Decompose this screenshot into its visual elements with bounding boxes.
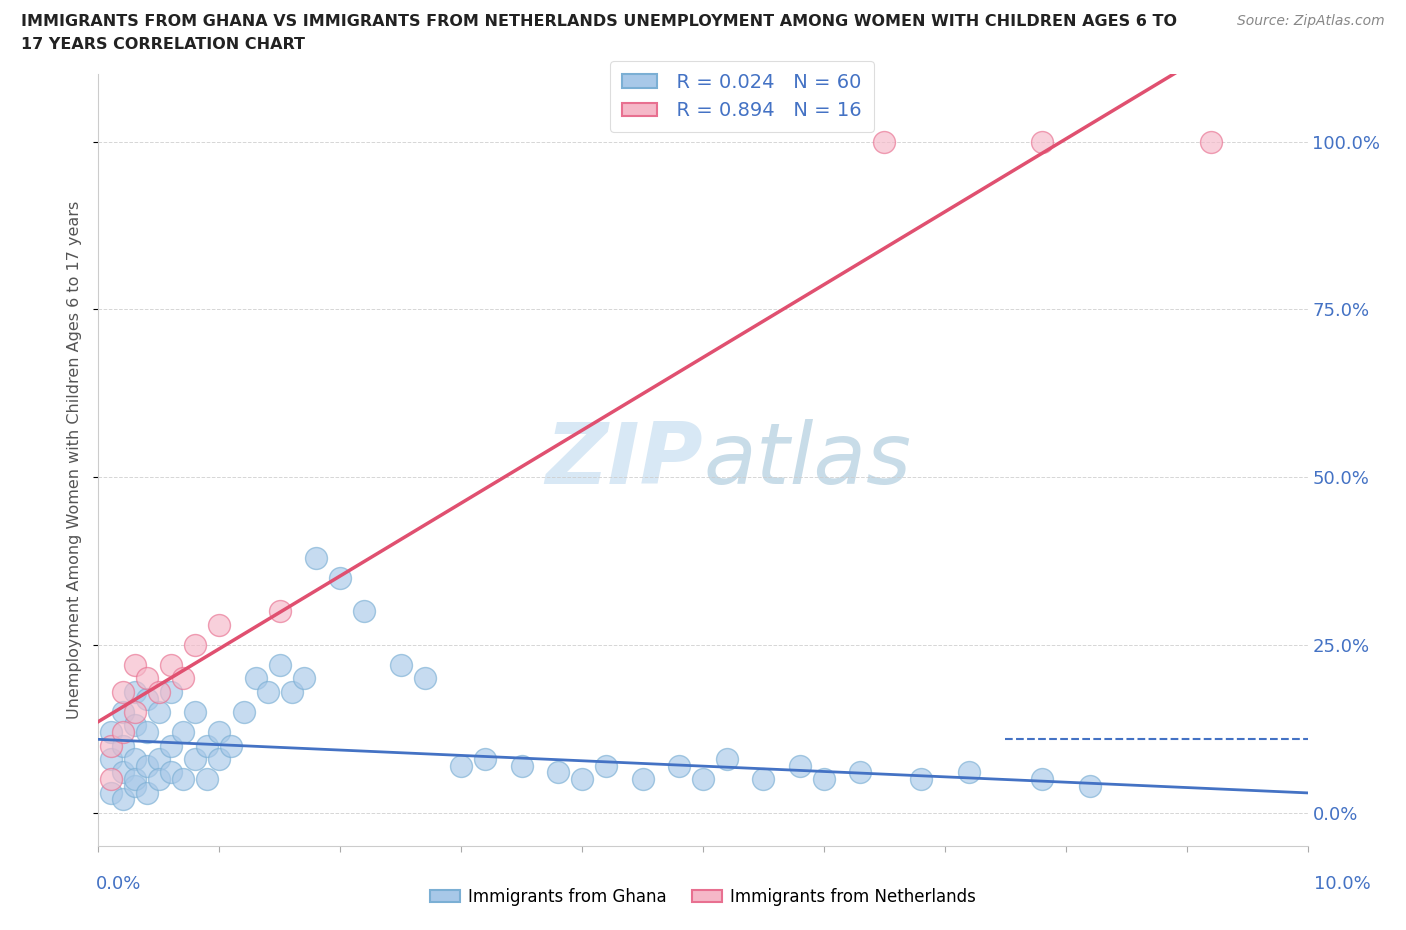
Point	[135, 785, 157, 800]
Point	[195, 738, 218, 753]
Point	[668, 758, 690, 773]
Point	[752, 772, 775, 787]
Point	[124, 778, 146, 793]
Text: 10.0%: 10.0%	[1315, 875, 1371, 893]
Point	[849, 765, 872, 780]
Point	[135, 724, 157, 739]
Point	[595, 758, 617, 773]
Text: 17 YEARS CORRELATION CHART: 17 YEARS CORRELATION CHART	[21, 37, 305, 52]
Point	[269, 658, 291, 672]
Point	[100, 724, 122, 739]
Point	[389, 658, 412, 672]
Point	[124, 705, 146, 720]
Point	[111, 724, 134, 739]
Point	[195, 772, 218, 787]
Point	[873, 134, 896, 149]
Point	[716, 751, 738, 766]
Point	[100, 738, 122, 753]
Point	[172, 772, 194, 787]
Point	[256, 684, 278, 699]
Point	[148, 772, 170, 787]
Point	[148, 684, 170, 699]
Point	[111, 738, 134, 753]
Point	[111, 684, 134, 699]
Text: Source: ZipAtlas.com: Source: ZipAtlas.com	[1237, 14, 1385, 28]
Point	[510, 758, 533, 773]
Point	[160, 684, 183, 699]
Point	[111, 765, 134, 780]
Point	[474, 751, 496, 766]
Point	[184, 751, 207, 766]
Y-axis label: Unemployment Among Women with Children Ages 6 to 17 years: Unemployment Among Women with Children A…	[67, 201, 83, 720]
Point	[413, 671, 436, 686]
Point	[692, 772, 714, 787]
Point	[789, 758, 811, 773]
Point	[232, 705, 254, 720]
Text: atlas: atlas	[703, 418, 911, 502]
Point	[172, 724, 194, 739]
Point	[305, 551, 328, 565]
Point	[1031, 772, 1053, 787]
Point	[450, 758, 472, 773]
Legend:   R = 0.024   N = 60,   R = 0.894   N = 16: R = 0.024 N = 60, R = 0.894 N = 16	[610, 61, 873, 132]
Point	[292, 671, 315, 686]
Point	[910, 772, 932, 787]
Point	[1078, 778, 1101, 793]
Point	[135, 691, 157, 706]
Point	[135, 671, 157, 686]
Point	[100, 785, 122, 800]
Point	[111, 791, 134, 806]
Point	[1031, 134, 1053, 149]
Point	[184, 705, 207, 720]
Point	[100, 772, 122, 787]
Point	[111, 705, 134, 720]
Point	[124, 718, 146, 733]
Point	[571, 772, 593, 787]
Point	[631, 772, 654, 787]
Point	[124, 772, 146, 787]
Text: 0.0%: 0.0%	[96, 875, 141, 893]
Point	[353, 604, 375, 618]
Point	[148, 751, 170, 766]
Point	[100, 751, 122, 766]
Point	[124, 751, 146, 766]
Point	[813, 772, 835, 787]
Point	[160, 658, 183, 672]
Point	[281, 684, 304, 699]
Point	[124, 658, 146, 672]
Point	[184, 637, 207, 652]
Point	[124, 684, 146, 699]
Point	[547, 765, 569, 780]
Point	[1199, 134, 1222, 149]
Point	[208, 724, 231, 739]
Point	[148, 705, 170, 720]
Point	[957, 765, 980, 780]
Point	[160, 765, 183, 780]
Point	[208, 751, 231, 766]
Point	[329, 570, 352, 585]
Point	[208, 618, 231, 632]
Point	[172, 671, 194, 686]
Point	[160, 738, 183, 753]
Text: ZIP: ZIP	[546, 418, 703, 502]
Point	[221, 738, 243, 753]
Text: IMMIGRANTS FROM GHANA VS IMMIGRANTS FROM NETHERLANDS UNEMPLOYMENT AMONG WOMEN WI: IMMIGRANTS FROM GHANA VS IMMIGRANTS FROM…	[21, 14, 1177, 29]
Point	[269, 604, 291, 618]
Legend: Immigrants from Ghana, Immigrants from Netherlands: Immigrants from Ghana, Immigrants from N…	[423, 881, 983, 912]
Point	[245, 671, 267, 686]
Point	[135, 758, 157, 773]
